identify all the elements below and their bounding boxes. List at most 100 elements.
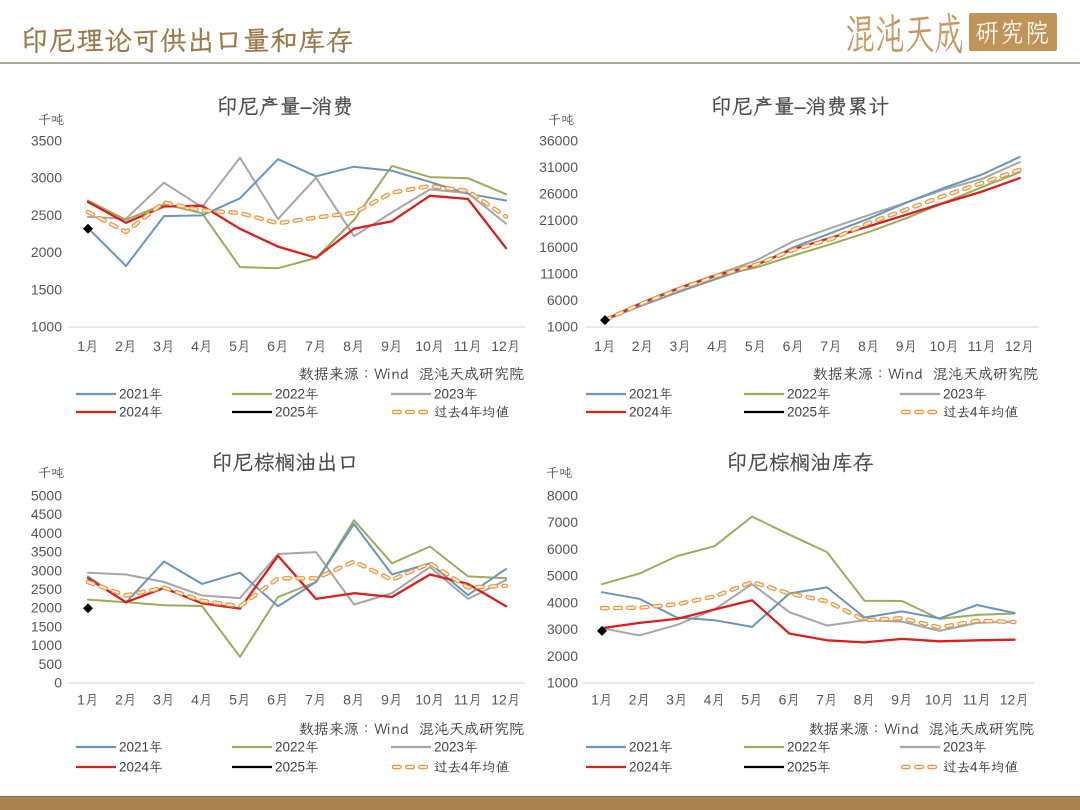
svg-text:3月: 3月	[153, 338, 175, 354]
svg-text:2024年: 2024年	[119, 405, 163, 420]
svg-text:1月: 1月	[77, 692, 99, 708]
svg-text:10月: 10月	[925, 692, 955, 708]
svg-text:过去4年均值: 过去4年均值	[943, 405, 1019, 420]
svg-text:5月: 5月	[741, 692, 763, 708]
svg-text:5月: 5月	[229, 692, 251, 708]
svg-text:26000: 26000	[539, 186, 578, 202]
svg-text:2500: 2500	[31, 581, 62, 597]
svg-text:千吨: 千吨	[546, 464, 572, 481]
svg-text:2月: 2月	[115, 692, 137, 708]
svg-text:8月: 8月	[343, 692, 365, 708]
svg-text:2022年: 2022年	[275, 387, 319, 402]
svg-text:3月: 3月	[670, 338, 692, 354]
svg-text:6月: 6月	[779, 692, 801, 708]
svg-text:2000: 2000	[31, 600, 62, 616]
svg-text:数据来源：Wind 混沌天成研究院: 数据来源：Wind 混沌天成研究院	[809, 720, 1034, 739]
svg-text:3500: 3500	[31, 544, 62, 560]
svg-text:10月: 10月	[930, 338, 960, 354]
svg-text:2022年: 2022年	[275, 740, 319, 755]
svg-text:2022年: 2022年	[787, 740, 831, 755]
svg-text:1月: 1月	[591, 692, 613, 708]
svg-text:2025年: 2025年	[787, 405, 831, 420]
svg-text:11月: 11月	[968, 338, 997, 354]
svg-text:7000: 7000	[547, 514, 578, 530]
svg-text:10月: 10月	[415, 692, 445, 708]
svg-text:1500: 1500	[31, 281, 62, 297]
svg-text:8000: 8000	[547, 488, 578, 504]
svg-text:9月: 9月	[891, 692, 913, 708]
svg-text:4月: 4月	[707, 338, 729, 354]
svg-text:9月: 9月	[896, 338, 918, 354]
svg-text:4月: 4月	[704, 692, 726, 708]
svg-text:2021年: 2021年	[119, 387, 163, 402]
svg-text:12月: 12月	[1000, 692, 1030, 708]
svg-text:11月: 11月	[963, 692, 992, 708]
svg-text:11月: 11月	[454, 338, 483, 354]
svg-text:1000: 1000	[547, 319, 578, 335]
svg-text:印尼产量–消费累计: 印尼产量–消费累计	[711, 92, 890, 120]
svg-text:1000: 1000	[31, 319, 62, 335]
svg-text:数据来源：Wind 混沌天成研究院: 数据来源：Wind 混沌天成研究院	[813, 365, 1038, 384]
svg-text:3500: 3500	[31, 133, 62, 149]
svg-text:7月: 7月	[820, 338, 842, 354]
svg-text:2023年: 2023年	[943, 740, 987, 755]
svg-text:7月: 7月	[816, 692, 838, 708]
svg-text:过去4年均值: 过去4年均值	[943, 760, 1019, 775]
svg-text:2025年: 2025年	[787, 760, 831, 775]
svg-text:9月: 9月	[381, 338, 403, 354]
svg-text:6000: 6000	[547, 292, 578, 308]
svg-text:2022年: 2022年	[787, 387, 831, 402]
svg-text:2024年: 2024年	[119, 760, 163, 775]
svg-text:1500: 1500	[31, 618, 62, 634]
svg-text:5000: 5000	[31, 488, 62, 504]
svg-text:2021年: 2021年	[629, 740, 673, 755]
svg-text:5月: 5月	[229, 338, 251, 354]
svg-text:5000: 5000	[547, 568, 578, 584]
svg-text:千吨: 千吨	[38, 111, 64, 128]
svg-text:11月: 11月	[454, 692, 483, 708]
svg-text:2024年: 2024年	[629, 760, 673, 775]
svg-text:4000: 4000	[31, 525, 62, 541]
svg-text:2023年: 2023年	[434, 740, 478, 755]
svg-text:6月: 6月	[267, 338, 289, 354]
svg-text:过去4年均值: 过去4年均值	[434, 760, 510, 775]
svg-text:过去4年均值: 过去4年均值	[434, 405, 510, 420]
svg-text:3000: 3000	[31, 562, 62, 578]
svg-text:2月: 2月	[115, 338, 137, 354]
svg-text:0: 0	[54, 675, 62, 691]
svg-text:2024年: 2024年	[629, 405, 673, 420]
svg-text:2000: 2000	[31, 244, 62, 260]
svg-text:2月: 2月	[629, 692, 651, 708]
svg-text:3月: 3月	[153, 692, 175, 708]
svg-text:7月: 7月	[305, 692, 327, 708]
svg-text:10月: 10月	[415, 338, 445, 354]
svg-text:数据来源：Wind 混沌天成研究院: 数据来源：Wind 混沌天成研究院	[299, 365, 524, 384]
svg-text:千吨: 千吨	[38, 464, 64, 481]
svg-text:12月: 12月	[491, 338, 521, 354]
svg-text:8月: 8月	[343, 338, 365, 354]
svg-text:5月: 5月	[745, 338, 767, 354]
svg-text:4000: 4000	[547, 594, 578, 610]
svg-text:16000: 16000	[539, 239, 578, 255]
svg-text:2000: 2000	[547, 648, 578, 664]
svg-text:31000: 31000	[539, 159, 578, 175]
svg-text:3000: 3000	[547, 621, 578, 637]
svg-text:500: 500	[39, 656, 63, 672]
svg-text:4500: 4500	[31, 506, 62, 522]
svg-text:数据来源：Wind 混沌天成研究院: 数据来源：Wind 混沌天成研究院	[299, 720, 524, 739]
svg-text:2500: 2500	[31, 207, 62, 223]
svg-text:2023年: 2023年	[434, 387, 478, 402]
svg-text:6000: 6000	[547, 541, 578, 557]
svg-text:1000: 1000	[31, 637, 62, 653]
svg-text:印尼产量–消费: 印尼产量–消费	[217, 92, 354, 120]
svg-text:7月: 7月	[305, 338, 327, 354]
svg-text:12月: 12月	[491, 692, 521, 708]
svg-text:印尼棕榈油出口: 印尼棕榈油出口	[212, 448, 359, 476]
svg-text:6月: 6月	[783, 338, 805, 354]
svg-text:2023年: 2023年	[943, 387, 987, 402]
svg-text:6月: 6月	[267, 692, 289, 708]
svg-text:9月: 9月	[381, 692, 403, 708]
svg-text:2025年: 2025年	[275, 760, 319, 775]
svg-text:1月: 1月	[594, 338, 616, 354]
svg-text:8月: 8月	[854, 692, 876, 708]
